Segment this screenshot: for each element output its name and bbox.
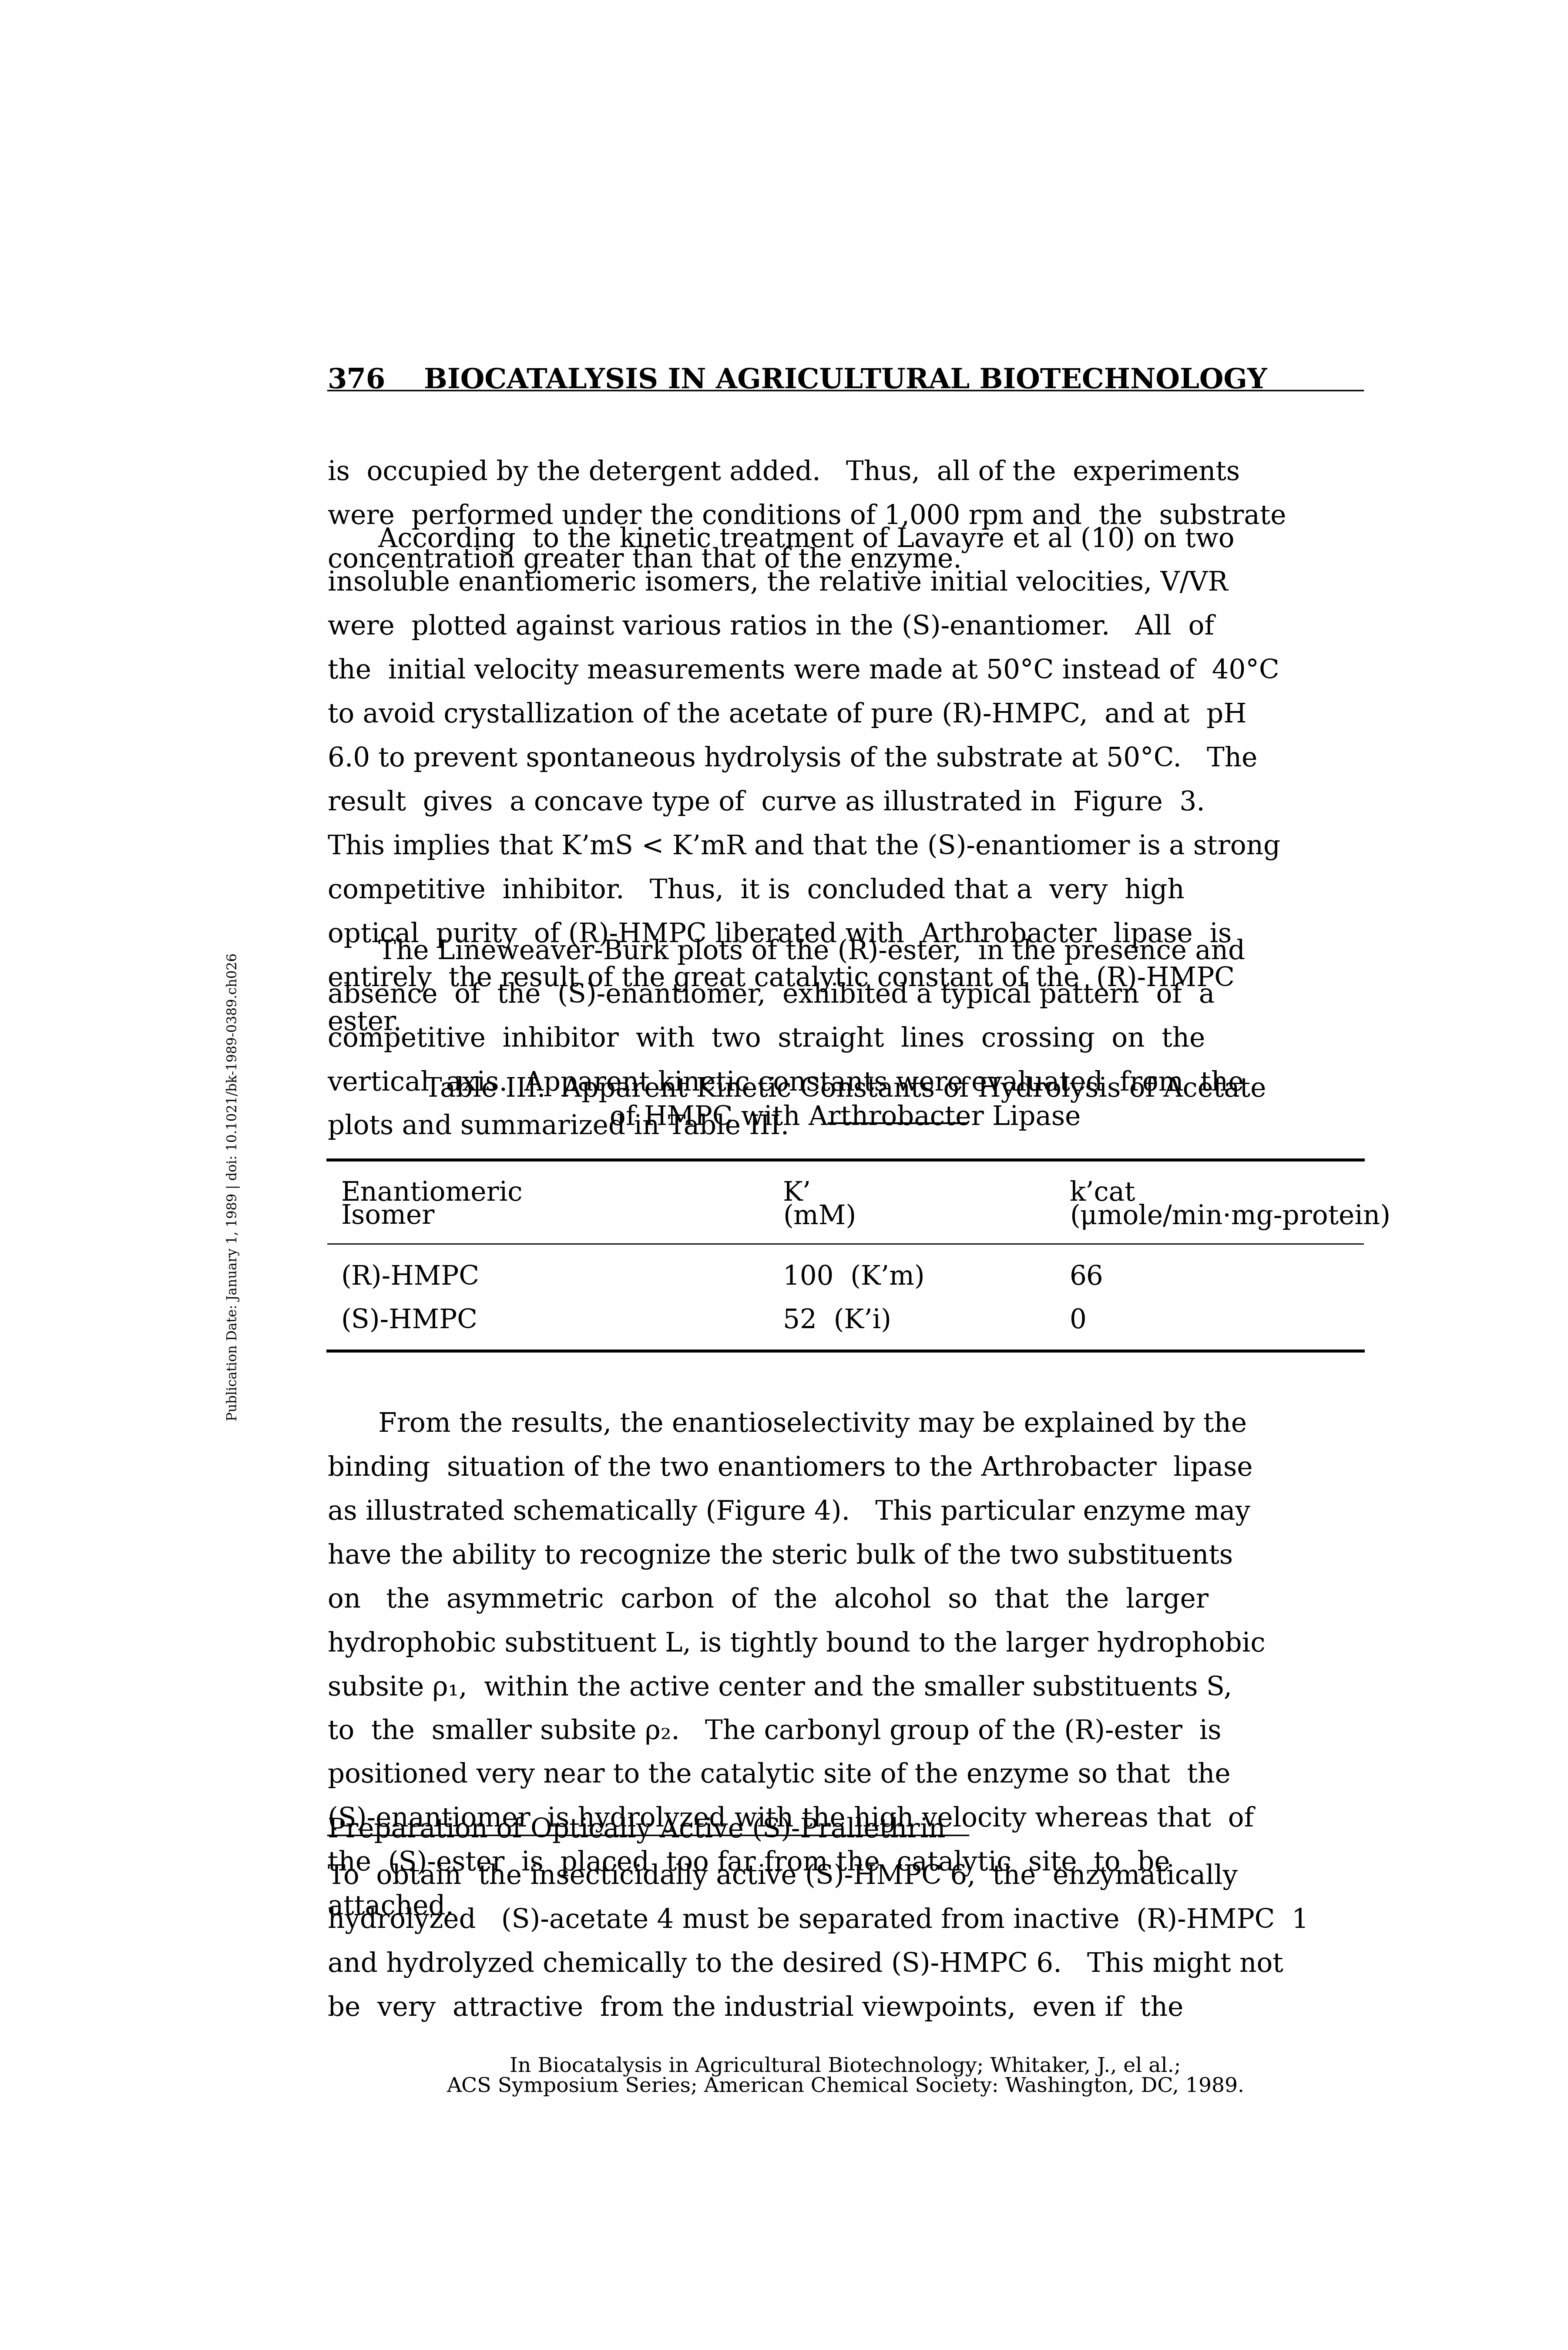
Text: According  to the kinetic treatment of Lavayre et al (10) on two
insoluble enant: According to the kinetic treatment of La… <box>328 526 1279 1036</box>
Text: Isomer: Isomer <box>340 1203 434 1229</box>
Text: To  obtain  the insecticidally active (S)-HMPC 6,  the  enzymatically
hydrolyzed: To obtain the insecticidally active (S)-… <box>328 1864 1308 2021</box>
Text: (mM): (mM) <box>782 1203 856 1229</box>
Text: 66: 66 <box>1069 1264 1104 1290</box>
Text: 52  (K’i): 52 (K’i) <box>782 1307 891 1332</box>
Text: Publication Date: January 1, 1989 | doi: 10.1021/bk-1989-0389.ch026: Publication Date: January 1, 1989 | doi:… <box>226 952 240 1422</box>
Text: Table III.  Apparent Kinetic Constants of Hydrolysis of Acetate: Table III. Apparent Kinetic Constants of… <box>425 1076 1267 1102</box>
Text: Preparation of Optically Active (S)-Prallethrin: Preparation of Optically Active (S)-Pral… <box>328 1817 946 1842</box>
Text: (μmole/min·mg-protein): (μmole/min·mg-protein) <box>1069 1203 1391 1229</box>
Text: (S)-HMPC: (S)-HMPC <box>340 1307 478 1332</box>
Text: Enantiomeric: Enantiomeric <box>340 1180 522 1206</box>
Text: The Lineweaver-Burk plots of the (R)-ester,  in the presence and
absence  of  th: The Lineweaver-Burk plots of the (R)-est… <box>328 938 1245 1140</box>
Text: of HMPC with Arthrobacter Lipase: of HMPC with Arthrobacter Lipase <box>610 1104 1080 1130</box>
Text: 0: 0 <box>1069 1307 1087 1332</box>
Text: K’: K’ <box>782 1180 811 1206</box>
Text: is  occupied by the detergent added.   Thus,  all of the  experiments
were  perf: is occupied by the detergent added. Thus… <box>328 461 1286 573</box>
Text: (R)-HMPC: (R)-HMPC <box>340 1264 480 1290</box>
Text: ACS Symposium Series; American Chemical Society: Washington, DC, 1989.: ACS Symposium Series; American Chemical … <box>447 2077 1243 2096</box>
Text: From the results, the enantioselectivity may be explained by the
binding  situat: From the results, the enantioselectivity… <box>328 1412 1265 1920</box>
Text: BIOCATALYSIS IN AGRICULTURAL BIOTECHNOLOGY: BIOCATALYSIS IN AGRICULTURAL BIOTECHNOLO… <box>423 367 1267 395</box>
Text: k’cat: k’cat <box>1069 1180 1135 1206</box>
Text: 100  (K’m): 100 (K’m) <box>782 1264 925 1290</box>
Text: 376: 376 <box>328 367 386 395</box>
Text: In Biocatalysis in Agricultural Biotechnology; Whitaker, J., el al.;: In Biocatalysis in Agricultural Biotechn… <box>510 2056 1181 2077</box>
